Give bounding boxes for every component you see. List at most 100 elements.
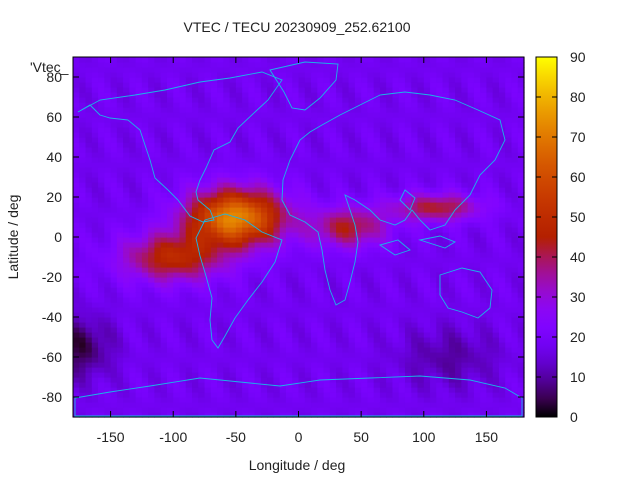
heatmap-cell	[198, 192, 206, 198]
heatmap-cell	[336, 187, 343, 193]
heatmap-cell	[498, 102, 506, 108]
heatmap-cell	[279, 302, 287, 308]
heatmap-cell	[367, 402, 375, 408]
heatmap-cell	[298, 97, 306, 103]
heatmap-cell	[173, 102, 181, 108]
heatmap-cell	[267, 117, 275, 123]
heatmap-cell	[455, 102, 462, 108]
heatmap-cell	[354, 172, 362, 178]
heatmap-cell	[455, 112, 462, 118]
heatmap-cell	[223, 217, 231, 223]
heatmap-cell	[123, 182, 130, 188]
heatmap-cell	[185, 302, 193, 308]
heatmap-cell	[430, 167, 437, 173]
heatmap-cell	[217, 372, 224, 378]
heatmap-cell	[392, 357, 400, 363]
heatmap-cell	[223, 377, 231, 383]
heatmap-cell	[436, 337, 444, 343]
heatmap-cell	[486, 137, 494, 143]
heatmap-cell	[229, 157, 237, 163]
heatmap-cell	[192, 282, 199, 288]
heatmap-cell	[198, 262, 206, 268]
heatmap-cell	[116, 307, 124, 313]
heatmap-cell	[160, 382, 168, 388]
heatmap-cell	[411, 227, 419, 233]
heatmap-cell	[248, 262, 256, 268]
heatmap-cell	[91, 162, 99, 168]
heatmap-cell	[348, 302, 356, 308]
heatmap-cell	[348, 217, 356, 223]
heatmap-cell	[110, 192, 118, 198]
heatmap-cell	[342, 202, 350, 208]
heatmap-cell	[417, 122, 425, 128]
heatmap-cell	[123, 122, 130, 128]
heatmap-cell	[486, 102, 494, 108]
heatmap-cell	[267, 332, 275, 338]
heatmap-cell	[323, 397, 331, 403]
heatmap-cell	[254, 237, 262, 243]
heatmap-cell	[185, 162, 193, 168]
heatmap-cell	[217, 182, 224, 188]
heatmap-cell	[185, 187, 193, 193]
heatmap-cell	[260, 162, 268, 168]
heatmap-cell	[198, 392, 206, 398]
heatmap-cell	[417, 222, 425, 228]
heatmap-cell	[98, 92, 105, 98]
heatmap-cell	[235, 202, 243, 208]
heatmap-cell	[354, 242, 362, 248]
heatmap-cell	[430, 157, 437, 163]
heatmap-cell	[160, 177, 168, 183]
heatmap-cell	[223, 352, 231, 358]
heatmap-cell	[386, 287, 394, 293]
heatmap-cell	[398, 387, 406, 393]
heatmap-cell	[398, 82, 406, 88]
heatmap-cell	[498, 352, 506, 358]
heatmap-cell	[123, 402, 130, 408]
heatmap-cell	[404, 252, 412, 258]
heatmap-cell	[461, 227, 469, 233]
heatmap-cell	[317, 227, 325, 233]
heatmap-cell	[298, 142, 306, 148]
heatmap-cell	[367, 282, 375, 288]
heatmap-cell	[160, 412, 168, 418]
heatmap-cell	[166, 312, 174, 318]
heatmap-cell	[455, 92, 462, 98]
heatmap-cell	[154, 257, 162, 263]
heatmap-cell	[242, 307, 249, 313]
heatmap-cell	[248, 362, 256, 368]
heatmap-cell	[85, 242, 93, 248]
heatmap-cell	[505, 402, 513, 408]
heatmap-cell	[223, 382, 231, 388]
heatmap-cell	[304, 212, 312, 218]
heatmap-cell	[173, 152, 181, 158]
heatmap-cell	[160, 62, 168, 68]
heatmap-cell	[91, 242, 99, 248]
heatmap-cell	[473, 207, 481, 213]
heatmap-cell	[242, 162, 249, 168]
heatmap-cell	[135, 332, 143, 338]
heatmap-cell	[486, 207, 494, 213]
heatmap-cell	[185, 117, 193, 123]
heatmap-cell	[166, 92, 174, 98]
heatmap-cell	[467, 157, 475, 163]
heatmap-cell	[473, 367, 481, 373]
heatmap-cell	[411, 107, 419, 113]
heatmap-cell	[73, 147, 80, 153]
heatmap-cell	[298, 357, 306, 363]
heatmap-cell	[411, 112, 419, 118]
heatmap-cell	[166, 117, 174, 123]
heatmap-cell	[473, 117, 481, 123]
heatmap-cell	[260, 197, 268, 203]
heatmap-cell	[210, 287, 218, 293]
heatmap-cell	[116, 67, 124, 73]
heatmap-cell	[166, 287, 174, 293]
heatmap-cell	[311, 87, 318, 93]
heatmap-cell	[73, 142, 80, 148]
heatmap-cell	[285, 357, 293, 363]
heatmap-cell	[367, 362, 375, 368]
heatmap-cell	[455, 157, 462, 163]
heatmap-cell	[392, 327, 400, 333]
heatmap-cell	[254, 332, 262, 338]
heatmap-cell	[404, 352, 412, 358]
heatmap-cell	[91, 402, 99, 408]
